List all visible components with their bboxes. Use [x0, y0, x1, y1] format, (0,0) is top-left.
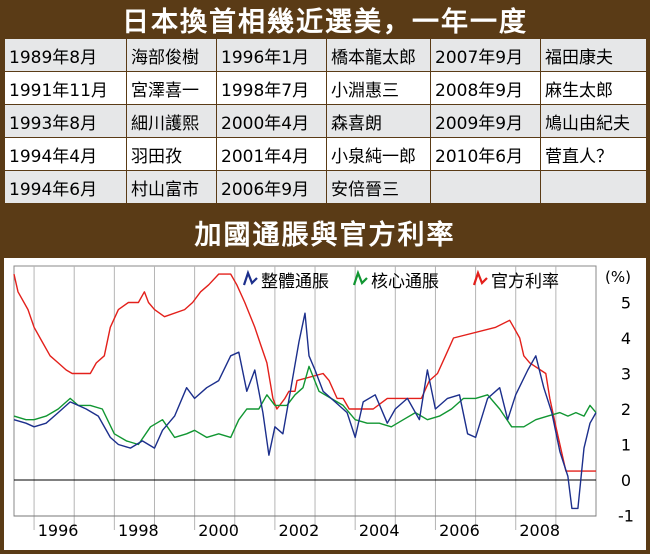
pm-name-cell: 福田康夫 [540, 38, 647, 72]
chart-title: 加國通脹與官方利率 [194, 219, 456, 251]
pm-name-cell: 羽田孜 [126, 137, 217, 171]
legend-swatch [352, 269, 368, 286]
y-tick-label: 2 [621, 400, 631, 419]
term-start-cell: 1994年6月 [4, 170, 127, 204]
term-start-cell: 1989年8月 [4, 38, 127, 72]
term-start-cell: 1991年11月 [4, 71, 127, 105]
term-start-cell: 1996年1月 [216, 38, 327, 72]
page-title: 日本換首相幾近選美，一年一度 [122, 6, 528, 38]
legend-swatch [472, 269, 488, 286]
term-start-cell [430, 170, 541, 204]
x-tick-label: 2008 [519, 521, 560, 540]
y-tick-label: -1 [618, 507, 634, 526]
y-tick-label: 1 [621, 436, 631, 455]
term-start-cell: 2008年9月 [430, 71, 541, 105]
legend-label: 整體通脹 [261, 272, 329, 292]
pm-name-cell [540, 170, 647, 204]
series-line-headline [13, 312, 597, 510]
series-line-policy [13, 273, 596, 472]
legend-swatch [242, 269, 258, 286]
x-tick-label: 2000 [198, 521, 239, 540]
term-start-cell: 2006年9月 [216, 170, 327, 204]
term-start-cell: 2001年4月 [216, 137, 327, 171]
inflation-rate-chart: 1996 1998 2000 2002 2004 2006 2008 5 4 3 2 1 0 -1 (%) 整… [4, 258, 646, 550]
pm-name-cell: 麻生太郎 [540, 71, 647, 105]
pm-name-cell: 小淵惠三 [326, 71, 431, 105]
pm-name-cell: 鳩山由紀夫 [540, 104, 647, 138]
y-axis-unit: (%) [605, 268, 631, 286]
table-row: 1994年4月 羽田孜 2001年4月 小泉純一郎 2010年6月 菅直人？ [4, 137, 647, 171]
table-row: 1989年8月 海部俊樹 1996年1月 橋本龍太郎 2007年9月 福田康夫 [4, 38, 647, 72]
pm-name-cell: 細川護熙 [126, 104, 217, 138]
table-row: 1993年8月 細川護熙 2000年4月 森喜朗 2009年9月 鳩山由紀夫 [4, 104, 647, 138]
pm-name-cell: 橋本龍太郎 [326, 38, 431, 72]
y-tick-label: 0 [621, 471, 631, 490]
pm-name-cell: 海部俊樹 [126, 38, 217, 72]
pm-name-cell: 小泉純一郎 [326, 137, 431, 171]
x-tick-label: 1996 [38, 521, 79, 540]
term-start-cell: 2007年9月 [430, 38, 541, 72]
x-tick-label: 2006 [439, 521, 480, 540]
series-line-core [13, 365, 597, 446]
pm-name-cell: 安倍晉三 [326, 170, 431, 204]
term-start-cell: 1998年7月 [216, 71, 327, 105]
y-tick-label: 5 [621, 294, 631, 313]
x-tick-label: 2002 [279, 521, 320, 540]
chart-canvas: 1996 1998 2000 2002 2004 2006 2008 5 4 3 2 1 0 -1 (%) 整… [13, 265, 634, 540]
pm-name-cell: 宮澤喜一 [126, 71, 217, 105]
pm-name-cell: 菅直人？ [540, 137, 647, 171]
term-start-cell: 2010年6月 [430, 137, 541, 171]
pm-name-cell: 森喜朗 [326, 104, 431, 138]
term-start-cell: 2000年4月 [216, 104, 327, 138]
term-start-cell: 1994年4月 [4, 137, 127, 171]
prime-minister-table: 1989年8月 海部俊樹 1996年1月 橋本龍太郎 2007年9月 福田康夫 1991年1… [4, 38, 647, 204]
table-row: 1994年6月 村山富市 2006年9月 安倍晉三 [4, 170, 647, 204]
legend-label: 核心通脹 [371, 272, 439, 292]
term-start-cell: 2009年9月 [430, 104, 541, 138]
y-tick-label: 3 [621, 365, 631, 384]
table-row: 1991年11月 宮澤喜一 1998年7月 小淵惠三 2008年9月 麻生太郎 [4, 71, 647, 105]
x-tick-label: 2004 [359, 521, 400, 540]
x-tick-label: 1998 [118, 521, 159, 540]
y-tick-label: 4 [621, 329, 631, 348]
plot-frame [13, 265, 597, 517]
pm-name-cell: 村山富市 [126, 170, 217, 204]
term-start-cell: 1993年8月 [4, 104, 127, 138]
legend-label: 官方利率 [491, 272, 559, 292]
